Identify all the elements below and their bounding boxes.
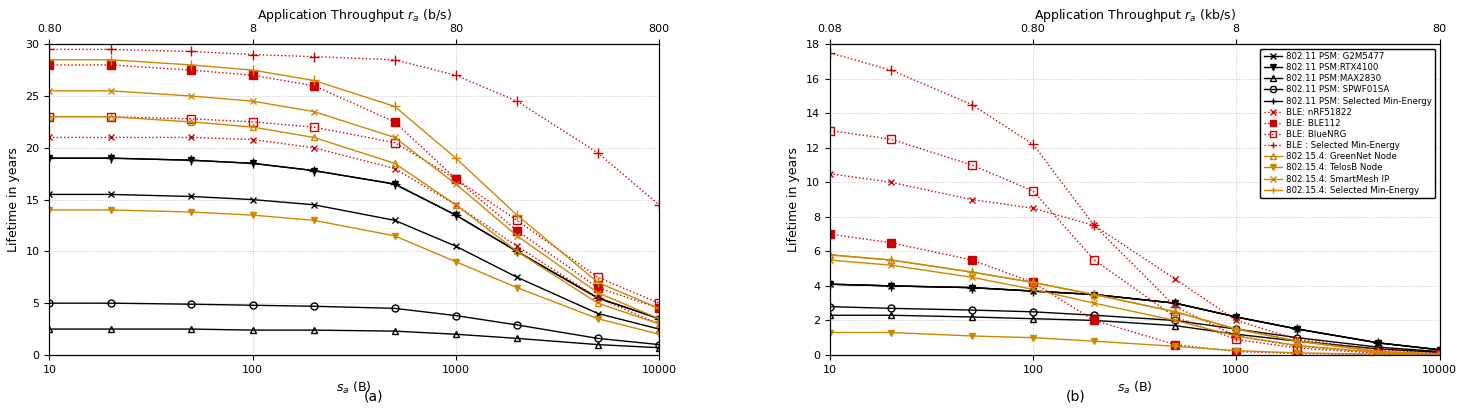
Y-axis label: Lifetime in years: Lifetime in years — [788, 147, 801, 252]
X-axis label: $s_a$ (B): $s_a$ (B) — [337, 380, 372, 396]
Text: (b): (b) — [1066, 390, 1086, 404]
Y-axis label: Lifetime in years: Lifetime in years — [7, 147, 20, 252]
Legend: 802.11 PSM: G2M5477, 802.11 PSM:RTX4100, 802.11 PSM:MAX2830, 802.11 PSM: SPWF01S: 802.11 PSM: G2M5477, 802.11 PSM:RTX4100,… — [1261, 49, 1435, 198]
X-axis label: Application Throughput $r_a$ (kb/s): Application Throughput $r_a$ (kb/s) — [1034, 7, 1236, 24]
Text: (a): (a) — [363, 390, 384, 404]
X-axis label: Application Throughput $r_a$ (b/s): Application Throughput $r_a$ (b/s) — [256, 7, 451, 24]
X-axis label: $s_a$ (B): $s_a$ (B) — [1117, 380, 1152, 396]
